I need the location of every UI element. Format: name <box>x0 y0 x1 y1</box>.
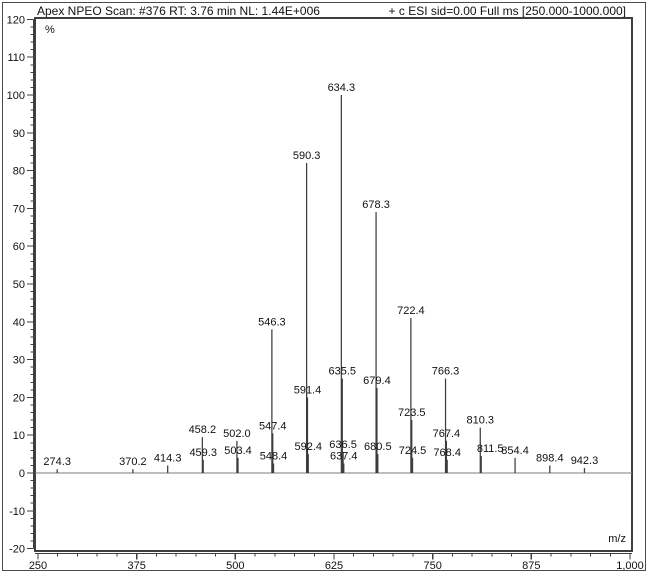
y-tick-label: 40 <box>13 317 25 329</box>
y-tick-label: 10 <box>13 430 25 442</box>
y-tick-label: 90 <box>13 128 25 140</box>
y-tick-label: 100 <box>7 90 25 102</box>
y-tick-label: 70 <box>13 203 25 215</box>
peak-label: 502.0 <box>223 428 251 440</box>
peak-label: 636.5 <box>329 439 357 451</box>
scan-header-text: Apex NPEO Scan: #376 RT: 3.76 min NL: 1.… <box>37 4 320 18</box>
y-tick-label: 60 <box>13 241 25 253</box>
peak-label: 854.4 <box>501 445 529 457</box>
peak-label: 414.3 <box>154 452 182 464</box>
x-tick-label: 1,000 <box>616 560 644 572</box>
peak-label: 591.4 <box>294 384 322 396</box>
peak-label: 592.4 <box>295 441 323 453</box>
x-tick-label: 500 <box>226 560 244 572</box>
peak-label: 767.4 <box>433 428 461 440</box>
peak-label: 680.5 <box>364 441 392 453</box>
x-tick-label: 875 <box>522 560 540 572</box>
peak-label: 546.3 <box>258 316 286 328</box>
y-tick-label: 0 <box>19 468 25 480</box>
y-tick-label: 110 <box>7 52 25 64</box>
plot-border <box>34 17 633 552</box>
peak-label: 898.4 <box>536 452 564 464</box>
chart-outer-frame <box>2 2 646 571</box>
y-tick-label: 30 <box>13 355 25 367</box>
x-tick-label: 375 <box>127 560 145 572</box>
peak-label: 942.3 <box>571 455 599 467</box>
y-tick-label: -10 <box>9 506 25 518</box>
peak-label: 634.3 <box>328 82 356 94</box>
y-tick-label: 120 <box>7 14 25 26</box>
peak-label: 678.3 <box>362 199 390 211</box>
peak-label: 637.4 <box>330 451 358 463</box>
y-tick-label: 80 <box>13 166 25 178</box>
peak-label: 458.2 <box>189 424 217 436</box>
peak-label: 503.4 <box>224 445 252 457</box>
peak-label: 768.4 <box>433 447 461 459</box>
peak-label: 724.5 <box>399 445 427 457</box>
instrument-header-text: + c ESI sid=0.00 Full ms [250.000-1000.0… <box>388 4 626 18</box>
peak-label: 723.5 <box>398 407 426 419</box>
x-tick-label: 250 <box>29 560 47 572</box>
peak-label: 635.5 <box>329 366 357 378</box>
y-axis-unit-label: % <box>45 24 55 36</box>
peak-label: 459.3 <box>189 447 217 459</box>
peak-label: 547.4 <box>259 420 287 432</box>
x-tick-label: 625 <box>325 560 343 572</box>
peak-label: 722.4 <box>397 305 425 317</box>
peak-label: 810.3 <box>466 415 494 427</box>
peak-label: 590.3 <box>293 150 321 162</box>
y-tick-label: 20 <box>13 392 25 404</box>
peak-label: 811.5 <box>477 443 504 455</box>
peak-label: 679.4 <box>363 375 391 387</box>
peak-label: 766.3 <box>432 366 460 378</box>
x-tick-label: 750 <box>423 560 441 572</box>
peak-label: 370.2 <box>119 456 147 468</box>
y-tick-label: -20 <box>9 544 25 556</box>
x-axis-unit-label: m/z <box>608 533 626 545</box>
y-tick-label: 50 <box>13 279 25 291</box>
peak-label: 548.4 <box>260 451 288 463</box>
peak-label: 274.3 <box>43 456 71 468</box>
